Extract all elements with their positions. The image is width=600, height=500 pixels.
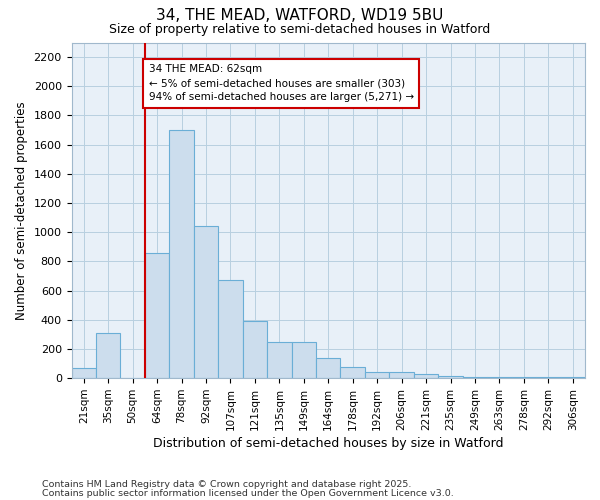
Text: Size of property relative to semi-detached houses in Watford: Size of property relative to semi-detach… — [109, 22, 491, 36]
X-axis label: Distribution of semi-detached houses by size in Watford: Distribution of semi-detached houses by … — [153, 437, 503, 450]
Bar — [438, 376, 463, 378]
Bar — [194, 226, 218, 378]
Bar — [145, 252, 169, 378]
Bar — [316, 358, 340, 378]
Bar — [389, 372, 414, 378]
Bar — [71, 368, 96, 378]
Bar — [340, 366, 365, 378]
Text: Contains public sector information licensed under the Open Government Licence v3: Contains public sector information licen… — [42, 488, 454, 498]
Bar — [414, 374, 438, 378]
Bar — [169, 130, 194, 378]
Bar — [96, 333, 121, 378]
Bar — [267, 342, 292, 378]
Bar — [242, 320, 267, 378]
Text: 34 THE MEAD: 62sqm
← 5% of semi-detached houses are smaller (303)
94% of semi-de: 34 THE MEAD: 62sqm ← 5% of semi-detached… — [149, 64, 413, 102]
Text: 34, THE MEAD, WATFORD, WD19 5BU: 34, THE MEAD, WATFORD, WD19 5BU — [157, 8, 443, 22]
Bar — [463, 376, 487, 378]
Bar — [218, 280, 242, 378]
Text: Contains HM Land Registry data © Crown copyright and database right 2025.: Contains HM Land Registry data © Crown c… — [42, 480, 412, 489]
Bar — [292, 342, 316, 378]
Bar — [365, 372, 389, 378]
Y-axis label: Number of semi-detached properties: Number of semi-detached properties — [15, 101, 28, 320]
